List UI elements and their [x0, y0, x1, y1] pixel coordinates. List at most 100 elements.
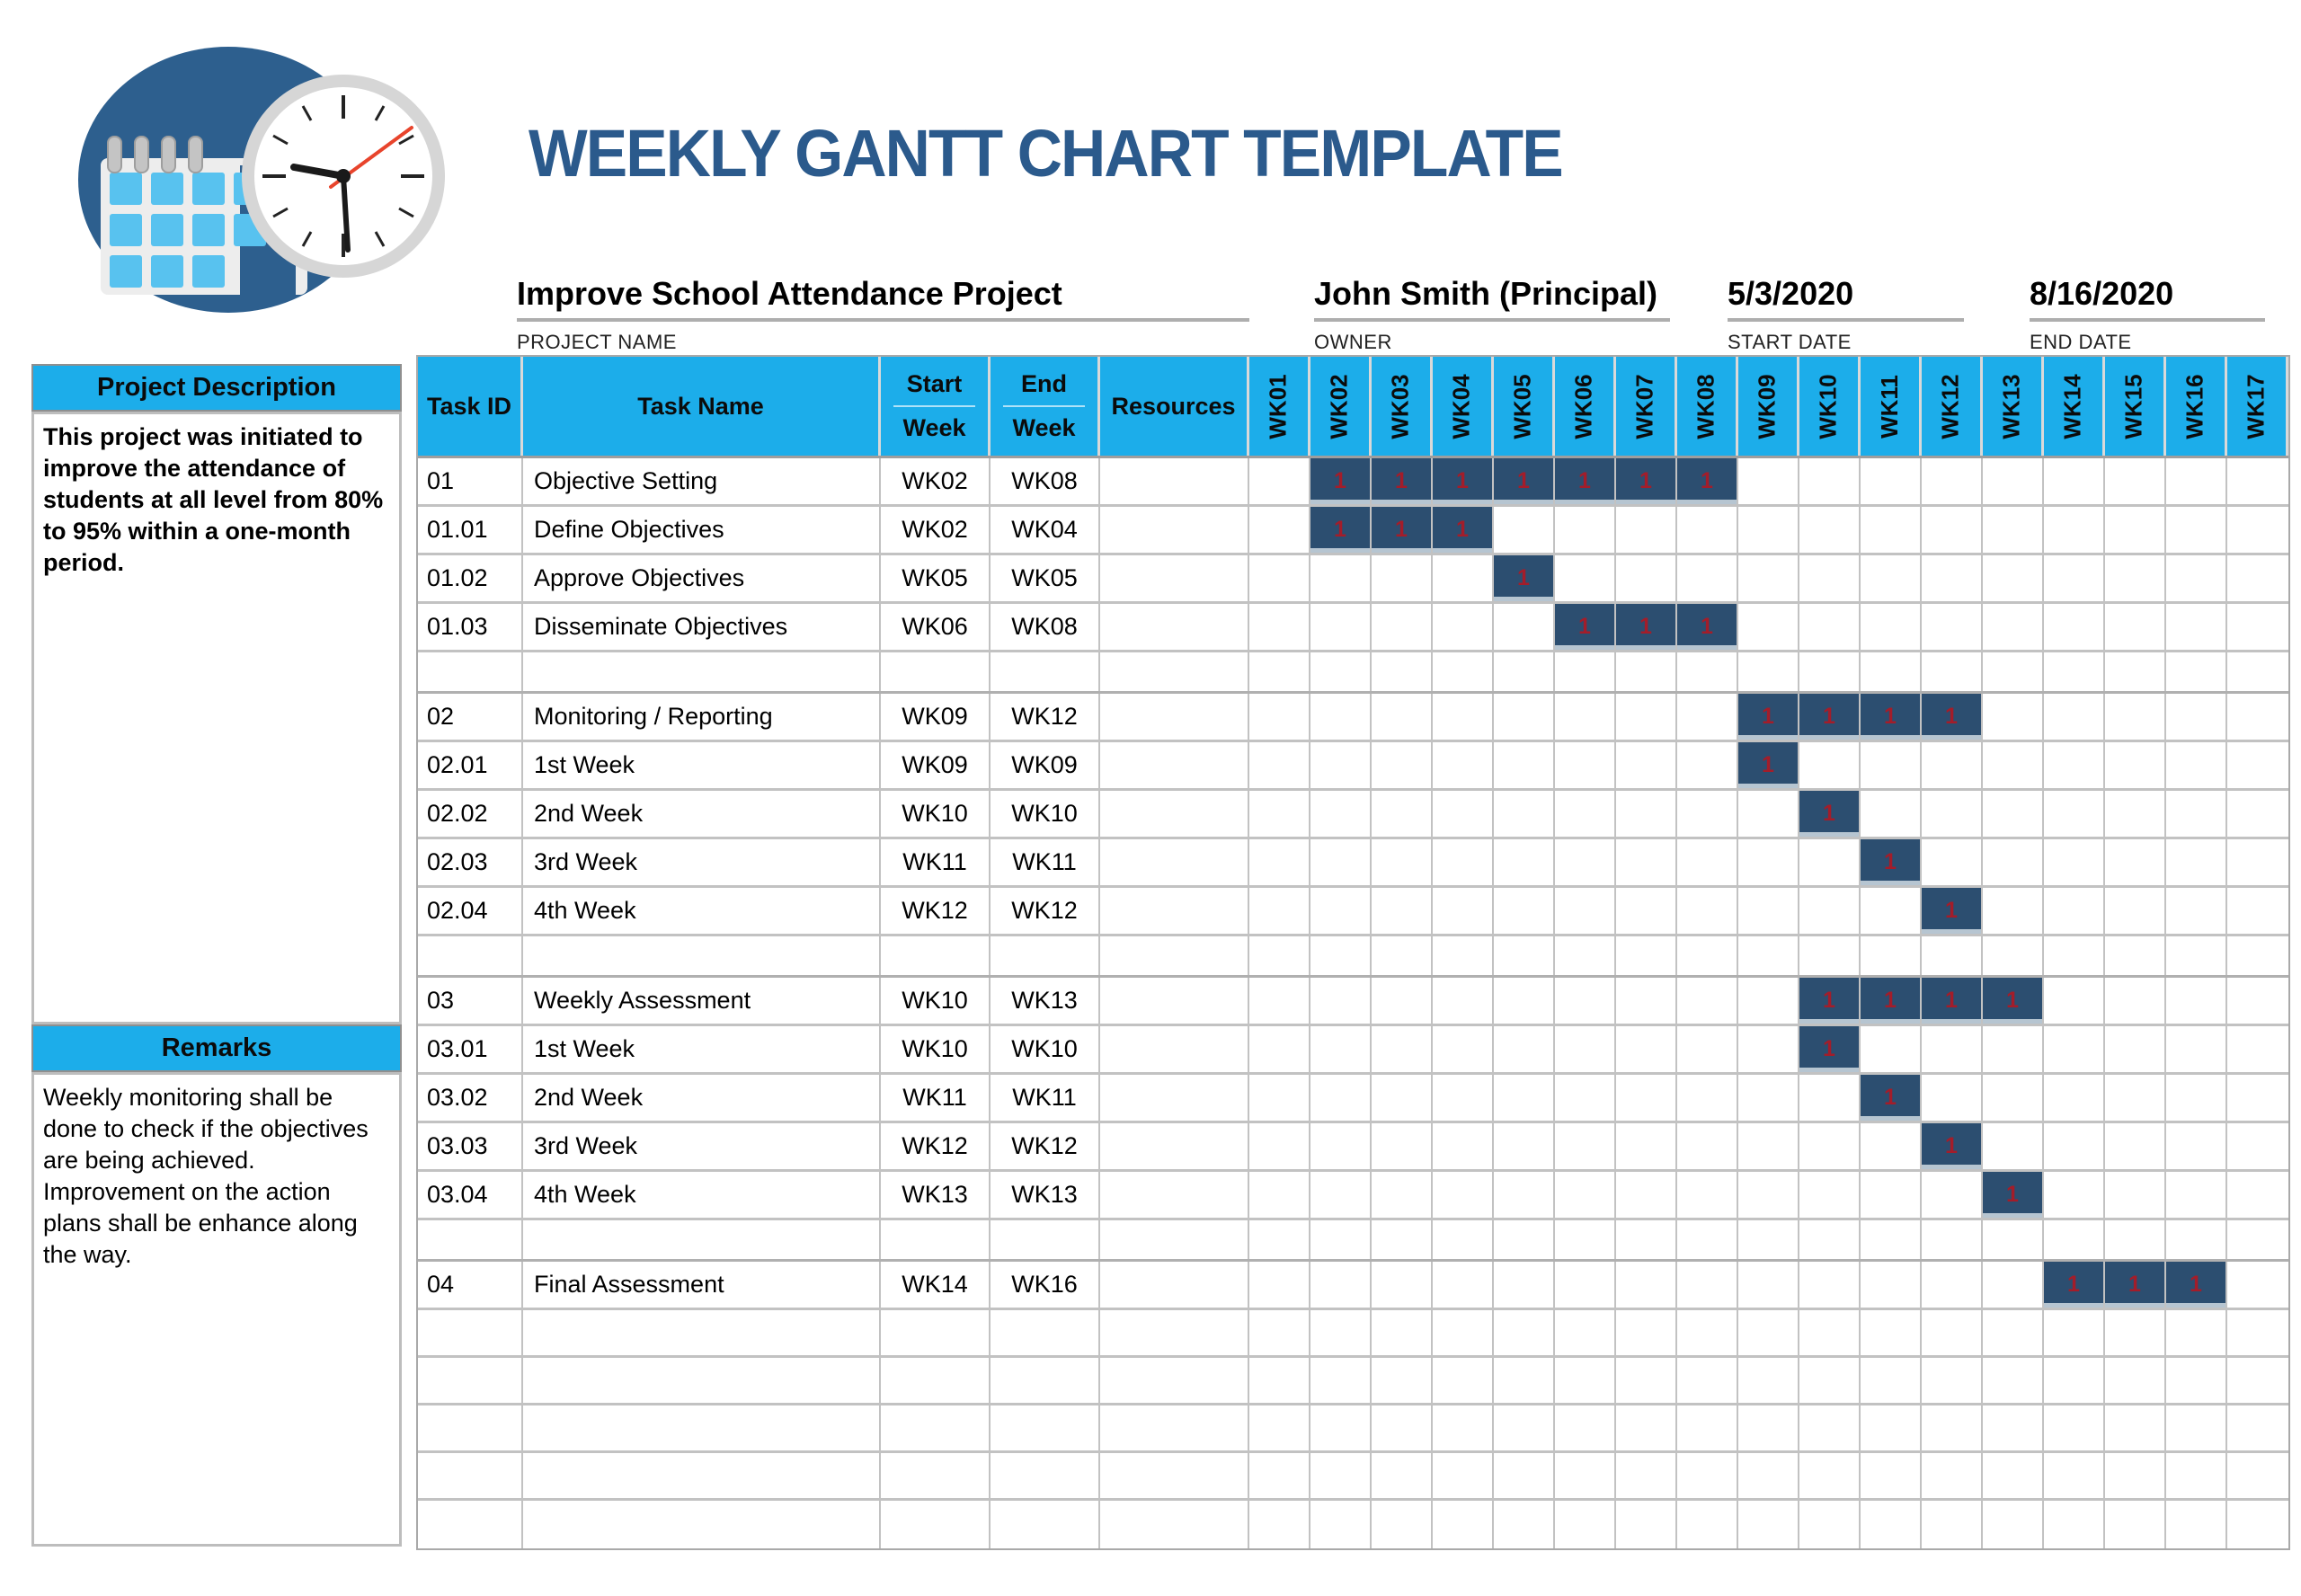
resources-cell[interactable] [1100, 652, 1249, 691]
week-cell-WK02[interactable] [1310, 1262, 1372, 1308]
week-cell-WK10[interactable] [1799, 1310, 1861, 1355]
week-cell-WK09[interactable] [1738, 1172, 1799, 1218]
task-id-cell[interactable]: 03.03 [418, 1123, 523, 1169]
week-cell-WK08[interactable] [1677, 555, 1738, 601]
resources-cell[interactable] [1100, 1075, 1249, 1121]
end-week-cell[interactable] [991, 652, 1100, 691]
task-id-cell[interactable] [418, 1501, 523, 1548]
week-cell-WK10[interactable] [1799, 507, 1861, 553]
week-cell-WK12[interactable] [1922, 1501, 1983, 1548]
week-cell-WK16[interactable] [2166, 604, 2227, 650]
week-cell-WK17[interactable] [2227, 839, 2288, 885]
week-cell-WK09[interactable] [1738, 1026, 1799, 1072]
start-week-cell[interactable]: WK05 [881, 555, 991, 601]
week-cell-WK02[interactable] [1310, 791, 1372, 837]
week-cell-WK17[interactable] [2227, 1405, 2288, 1450]
week-cell-WK02[interactable] [1310, 888, 1372, 934]
week-cell-WK10[interactable] [1799, 1501, 1861, 1548]
week-cell-WK14[interactable] [2044, 742, 2105, 788]
week-cell-WK01[interactable] [1249, 1172, 1310, 1218]
start-week-cell[interactable]: WK02 [881, 458, 991, 504]
week-cell-WK08[interactable] [1677, 1358, 1738, 1403]
task-id-cell[interactable] [418, 652, 523, 691]
gantt-bar-cell-WK10[interactable]: 1 [1799, 978, 1861, 1024]
week-cell-WK12[interactable] [1922, 791, 1983, 837]
gantt-bar-cell-WK03[interactable]: 1 [1372, 507, 1433, 553]
week-cell-WK09[interactable] [1738, 1075, 1799, 1121]
week-cell-WK08[interactable] [1677, 1026, 1738, 1072]
week-cell-WK08[interactable] [1677, 1172, 1738, 1218]
week-cell-WK02[interactable] [1310, 1358, 1372, 1403]
week-cell-WK01[interactable] [1249, 1405, 1310, 1450]
week-cell-WK11[interactable] [1861, 1172, 1922, 1218]
end-week-cell[interactable]: WK09 [991, 742, 1100, 788]
week-cell-WK10[interactable] [1799, 458, 1861, 504]
start-week-cell[interactable]: WK10 [881, 978, 991, 1024]
week-cell-WK09[interactable] [1738, 1358, 1799, 1403]
week-cell-WK05[interactable] [1494, 604, 1555, 650]
week-cell-WK03[interactable] [1372, 604, 1433, 650]
start-week-cell[interactable]: WK02 [881, 507, 991, 553]
week-cell-WK14[interactable] [2044, 1405, 2105, 1450]
week-cell-WK14[interactable] [2044, 936, 2105, 975]
task-name-cell[interactable]: 4th Week [523, 1172, 881, 1218]
week-cell-WK02[interactable] [1310, 604, 1372, 650]
week-cell-WK12[interactable] [1922, 1026, 1983, 1072]
resources-cell[interactable] [1100, 791, 1249, 837]
week-cell-WK01[interactable] [1249, 1310, 1310, 1355]
col-header-week-WK02[interactable]: WK02 [1310, 357, 1372, 456]
week-cell-WK04[interactable] [1433, 1123, 1494, 1169]
week-cell-WK12[interactable] [1922, 604, 1983, 650]
end-week-cell[interactable] [991, 936, 1100, 975]
week-cell-WK03[interactable] [1372, 1220, 1433, 1259]
week-cell-WK11[interactable] [1861, 1026, 1922, 1072]
resources-cell[interactable] [1100, 1358, 1249, 1403]
week-cell-WK03[interactable] [1372, 1172, 1433, 1218]
week-cell-WK04[interactable] [1433, 1026, 1494, 1072]
week-cell-WK14[interactable] [2044, 1026, 2105, 1072]
week-cell-WK06[interactable] [1555, 791, 1616, 837]
week-cell-WK12[interactable] [1922, 1172, 1983, 1218]
week-cell-WK09[interactable] [1738, 652, 1799, 691]
week-cell-WK14[interactable] [2044, 604, 2105, 650]
week-cell-WK04[interactable] [1433, 652, 1494, 691]
col-header-week-WK17[interactable]: WK17 [2227, 357, 2288, 456]
task-name-cell[interactable]: 3rd Week [523, 839, 881, 885]
week-cell-WK14[interactable] [2044, 1123, 2105, 1169]
col-header-week-WK16[interactable]: WK16 [2166, 357, 2227, 456]
week-cell-WK10[interactable] [1799, 1453, 1861, 1498]
week-cell-WK13[interactable] [1983, 1026, 2044, 1072]
week-cell-WK02[interactable] [1310, 742, 1372, 788]
week-cell-WK03[interactable] [1372, 978, 1433, 1024]
task-id-cell[interactable] [418, 1220, 523, 1259]
start-week-cell[interactable] [881, 1453, 991, 1498]
week-cell-WK01[interactable] [1249, 604, 1310, 650]
week-cell-WK11[interactable] [1861, 1310, 1922, 1355]
week-cell-WK12[interactable] [1922, 1262, 1983, 1308]
week-cell-WK17[interactable] [2227, 1123, 2288, 1169]
week-cell-WK05[interactable] [1494, 1262, 1555, 1308]
week-cell-WK10[interactable] [1799, 1123, 1861, 1169]
week-cell-WK05[interactable] [1494, 1310, 1555, 1355]
week-cell-WK16[interactable] [2166, 1501, 2227, 1548]
task-name-cell[interactable] [523, 1358, 881, 1403]
week-cell-WK08[interactable] [1677, 742, 1738, 788]
week-cell-WK06[interactable] [1555, 1358, 1616, 1403]
week-cell-WK15[interactable] [2105, 1123, 2166, 1169]
project-name-value[interactable]: Improve School Attendance Project [517, 275, 1062, 312]
week-cell-WK08[interactable] [1677, 936, 1738, 975]
start-week-cell[interactable]: WK12 [881, 1123, 991, 1169]
week-cell-WK14[interactable] [2044, 458, 2105, 504]
week-cell-WK03[interactable] [1372, 1501, 1433, 1548]
resources-cell[interactable] [1100, 1501, 1249, 1548]
gantt-bar-cell-WK02[interactable]: 1 [1310, 507, 1372, 553]
week-cell-WK14[interactable] [2044, 1358, 2105, 1403]
week-cell-WK11[interactable] [1861, 1262, 1922, 1308]
week-cell-WK13[interactable] [1983, 1262, 2044, 1308]
end-week-cell[interactable] [991, 1220, 1100, 1259]
week-cell-WK04[interactable] [1433, 1501, 1494, 1548]
end-week-cell[interactable]: WK12 [991, 888, 1100, 934]
week-cell-WK12[interactable] [1922, 1220, 1983, 1259]
week-cell-WK11[interactable] [1861, 936, 1922, 975]
week-cell-WK05[interactable] [1494, 1453, 1555, 1498]
